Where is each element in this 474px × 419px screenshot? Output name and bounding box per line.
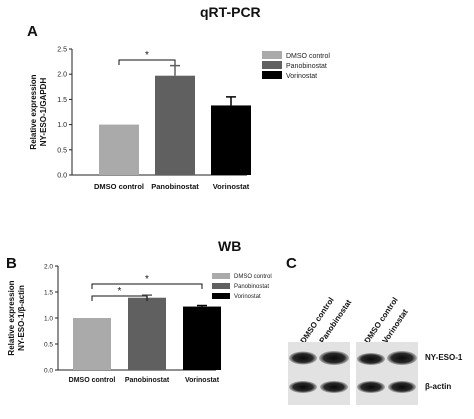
significance-bracket <box>118 59 176 65</box>
blot-image <box>288 342 418 405</box>
bar <box>155 75 195 175</box>
blot-panel: DMSO control Panobinostat DMSO control V… <box>282 250 474 419</box>
bar <box>183 306 221 370</box>
legend-swatch <box>212 273 230 279</box>
y-axis-label: Relative expression <box>7 280 16 355</box>
chart-a-qrt-pcr: 0.0 0.5 1.0 1.5 2.0 2.5 Relative expression NY-… <box>29 47 330 192</box>
y-tick-label: 1.0 <box>44 316 53 323</box>
y-tick-label: 1.5 <box>44 290 53 297</box>
blot-band-beta-actin <box>388 381 416 393</box>
bar <box>99 124 139 175</box>
legend-label: DMSO control <box>234 274 272 280</box>
blot-band-beta-actin <box>357 381 385 393</box>
y-tick-label: 1.5 <box>57 97 67 104</box>
y-tick-label: 2.5 <box>57 47 67 54</box>
legend-label: DMSO control <box>286 53 330 60</box>
blot-band-beta-actin <box>320 381 348 393</box>
legend-label: Panobinostat <box>286 63 327 70</box>
blot-band-ny-eso-1 <box>289 351 317 365</box>
y-tick-label: 0.5 <box>57 147 67 154</box>
panel-letter-b: B <box>6 255 17 272</box>
legend-swatch <box>262 51 282 59</box>
y-axis-label: Relative expression <box>29 74 38 149</box>
blot-band-ny-eso-1 <box>387 351 417 365</box>
x-tick-label: DMSO control <box>94 182 144 191</box>
x-tick-label: Panobinostat <box>151 182 199 191</box>
chart-title-qrt-pcr: qRT-PCR <box>200 4 261 20</box>
significance-star: * <box>145 274 149 285</box>
x-tick-label: Panobinostat <box>125 377 170 384</box>
y-axis-label: NY-ESO-1/β-actin <box>17 285 26 351</box>
legend-swatch <box>262 71 282 79</box>
significance-star: * <box>145 50 149 61</box>
y-axis-label: NY-ESO-1/GAPDH <box>39 78 48 147</box>
y-tick-label: 1.0 <box>57 122 67 129</box>
y-tick-label: 0.5 <box>44 342 53 349</box>
x-tick-label: DMSO control <box>69 377 116 384</box>
legend-swatch <box>212 293 230 299</box>
x-tick-label: Vorinostat <box>185 377 220 384</box>
significance-bracket <box>91 295 148 301</box>
bar <box>211 105 251 175</box>
blot-band-ny-eso-1 <box>319 351 349 365</box>
y-tick-label: 2.0 <box>57 72 67 79</box>
legend-swatch <box>212 283 230 289</box>
legend-label: Vorinostat <box>286 73 317 80</box>
legend-label: Vorinostat <box>234 294 261 300</box>
y-tick-label: 0.0 <box>44 368 53 375</box>
y-tick-label: 0.0 <box>57 173 67 180</box>
blot-band-beta-actin <box>289 381 317 393</box>
blot-membrane-right <box>356 342 418 405</box>
bar <box>128 297 166 370</box>
blot-row-label-ny-eso-1: NY-ESO-1 <box>425 353 463 362</box>
chart-title-wb: WB <box>218 238 242 254</box>
x-tick-label: Vorinostat <box>213 182 250 191</box>
significance-bracket <box>91 283 203 289</box>
legend-swatch <box>262 61 282 69</box>
legend-label: Panobinostat <box>234 284 269 290</box>
y-tick-label: 2.0 <box>44 264 53 271</box>
blot-band-ny-eso-1 <box>357 353 385 365</box>
panel-letter-c: C <box>286 255 297 272</box>
chart-b-wb: 0.0 0.5 1.0 1.5 2.0 Relative expression NY-ESO… <box>7 264 272 385</box>
panel-letter-a: A <box>27 23 38 40</box>
blot-row-label-beta-actin: β-actin <box>425 382 452 391</box>
significance-star: * <box>118 286 122 297</box>
bar <box>73 318 111 370</box>
blot-membrane-left <box>288 342 350 405</box>
